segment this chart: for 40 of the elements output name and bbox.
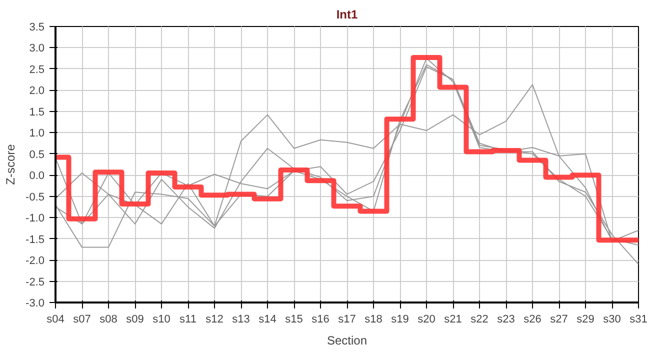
y-tick-label: 0.0 — [29, 170, 45, 182]
y-tick-label: 0.5 — [29, 148, 45, 161]
x-tick-label: s04 — [46, 314, 64, 326]
y-axis-title: Z-score — [4, 144, 18, 185]
y-tick-label: 3.0 — [29, 42, 45, 55]
x-tick-label: s26 — [524, 314, 542, 326]
x-tick-label: s23 — [497, 314, 515, 326]
y-tick-label: -3.0 — [26, 298, 45, 310]
x-tick-label: s12 — [206, 314, 224, 326]
x-axis-title: Section — [326, 334, 368, 348]
y-tick-label: 1.5 — [29, 106, 45, 118]
x-tick-label: s21 — [444, 314, 462, 326]
y-tick-label: -1.5 — [26, 234, 45, 246]
x-tick-label: s22 — [470, 314, 488, 326]
y-tick-label: 2.5 — [29, 64, 45, 76]
x-tick-label: s30 — [603, 314, 621, 326]
y-tick-label: -1.0 — [26, 212, 45, 225]
x-tick-label: s15 — [285, 314, 303, 326]
x-tick-label: s31 — [630, 314, 648, 326]
x-tick-label: s27 — [550, 314, 568, 326]
x-tick-label: s29 — [576, 314, 594, 326]
x-tick-label: s16 — [312, 314, 330, 326]
y-tick-label: 3.5 — [29, 22, 45, 34]
x-tick-label: s09 — [126, 314, 144, 326]
x-tick-label: s14 — [258, 314, 276, 326]
x-tick-label: s10 — [152, 314, 170, 326]
y-tick-label: 1.0 — [29, 128, 45, 140]
x-tick-label: s11 — [180, 314, 196, 326]
y-tick-label: 2.0 — [29, 85, 45, 98]
x-tick-label: s07 — [73, 314, 91, 326]
x-tick-label: s08 — [100, 314, 118, 326]
y-tick-label: -0.5 — [26, 191, 45, 204]
y-tick-label: -2.0 — [26, 255, 45, 268]
x-tick-label: s20 — [418, 314, 436, 326]
chart-title: Int1 — [336, 8, 358, 22]
x-tick-label: s17 — [338, 314, 356, 326]
x-tick-label: s19 — [391, 314, 409, 326]
y-tick-label: -2.5 — [26, 276, 45, 288]
x-tick-label: s13 — [232, 314, 250, 326]
x-tick-label: s18 — [364, 314, 382, 326]
